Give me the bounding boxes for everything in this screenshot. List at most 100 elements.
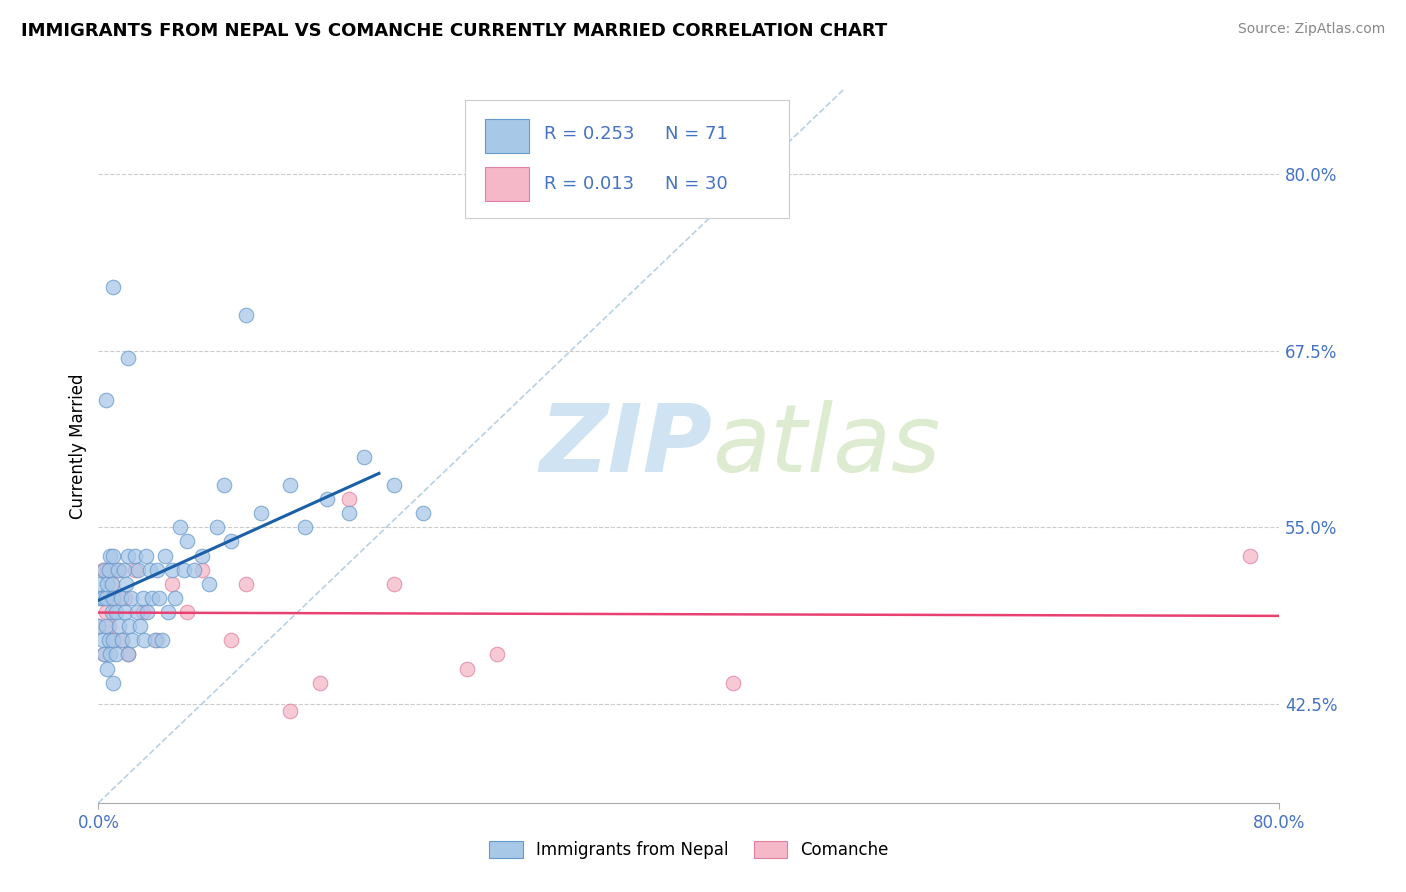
Point [117,648,139,662]
Point [87,591,110,605]
Point [235,576,257,591]
Point [143,633,166,648]
Text: R = 0.013: R = 0.013 [544,175,634,193]
Point [121,633,143,648]
Point [1239,549,1261,563]
Point [339,506,361,520]
Point [100,576,122,591]
Point [100,576,122,591]
Point [169,520,191,534]
Point [136,605,159,619]
Point [148,591,170,605]
Bar [485,167,530,202]
Point [309,675,332,690]
Point [135,549,157,563]
Point [103,280,125,294]
Point [235,308,257,322]
Point [198,576,221,591]
Point [162,563,183,577]
Point [294,520,316,534]
Point [221,534,243,549]
Point [91,633,114,648]
Point [103,633,125,648]
Point [127,563,149,577]
Point [103,549,125,563]
Point [128,619,150,633]
Point [111,633,134,648]
Point [191,563,214,577]
Point [382,478,405,492]
Point [124,563,146,577]
Point [110,591,132,605]
Text: Source: ZipAtlas.com: Source: ZipAtlas.com [1237,22,1385,37]
Point [94,591,117,605]
Point [103,675,125,690]
Point [91,563,114,577]
Point [112,563,135,577]
Point [105,648,128,662]
Point [96,576,118,591]
Point [117,648,139,662]
Point [221,633,243,648]
Y-axis label: Currently Married: Currently Married [69,373,87,519]
Point [153,549,176,563]
Point [412,506,434,520]
Text: IMMIGRANTS FROM NEPAL VS COMANCHE CURRENTLY MARRIED CORRELATION CHART: IMMIGRANTS FROM NEPAL VS COMANCHE CURREN… [21,22,887,40]
Point [150,633,173,648]
Point [141,591,163,605]
Point [212,478,235,492]
Point [146,563,169,577]
Point [139,563,162,577]
Text: ZIP: ZIP [540,400,713,492]
Point [108,563,131,577]
Point [103,633,125,648]
Point [280,478,302,492]
Point [98,549,121,563]
Text: N = 71: N = 71 [665,125,728,143]
Point [205,520,228,534]
Text: N = 30: N = 30 [665,175,728,193]
Point [146,633,169,648]
Point [105,605,128,619]
Text: R = 0.253: R = 0.253 [544,125,634,143]
Text: atlas: atlas [713,401,941,491]
Point [94,605,117,619]
Point [87,576,110,591]
Point [132,591,155,605]
Point [132,605,155,619]
Point [97,563,120,577]
Point [94,619,117,633]
Legend: Immigrants from Nepal, Comanche: Immigrants from Nepal, Comanche [482,834,896,866]
Point [96,662,118,676]
Point [176,534,198,549]
Point [165,591,187,605]
Point [183,563,205,577]
Point [117,351,139,365]
Point [97,633,120,648]
Point [87,619,110,633]
Point [97,619,120,633]
Point [114,591,136,605]
Point [111,633,134,648]
Point [339,491,361,506]
Point [93,648,115,662]
Point [124,549,146,563]
Point [114,605,136,619]
Point [90,591,112,605]
Point [93,648,115,662]
Point [117,549,139,563]
Point [457,662,479,676]
Point [108,619,131,633]
Point [280,704,302,718]
Bar [485,120,530,153]
Point [723,675,745,690]
Point [156,605,179,619]
Point [125,605,148,619]
Point [91,591,114,605]
Point [120,591,142,605]
Point [353,450,375,464]
Point [98,648,121,662]
FancyBboxPatch shape [464,100,789,218]
Point [96,563,118,577]
Point [316,491,339,506]
